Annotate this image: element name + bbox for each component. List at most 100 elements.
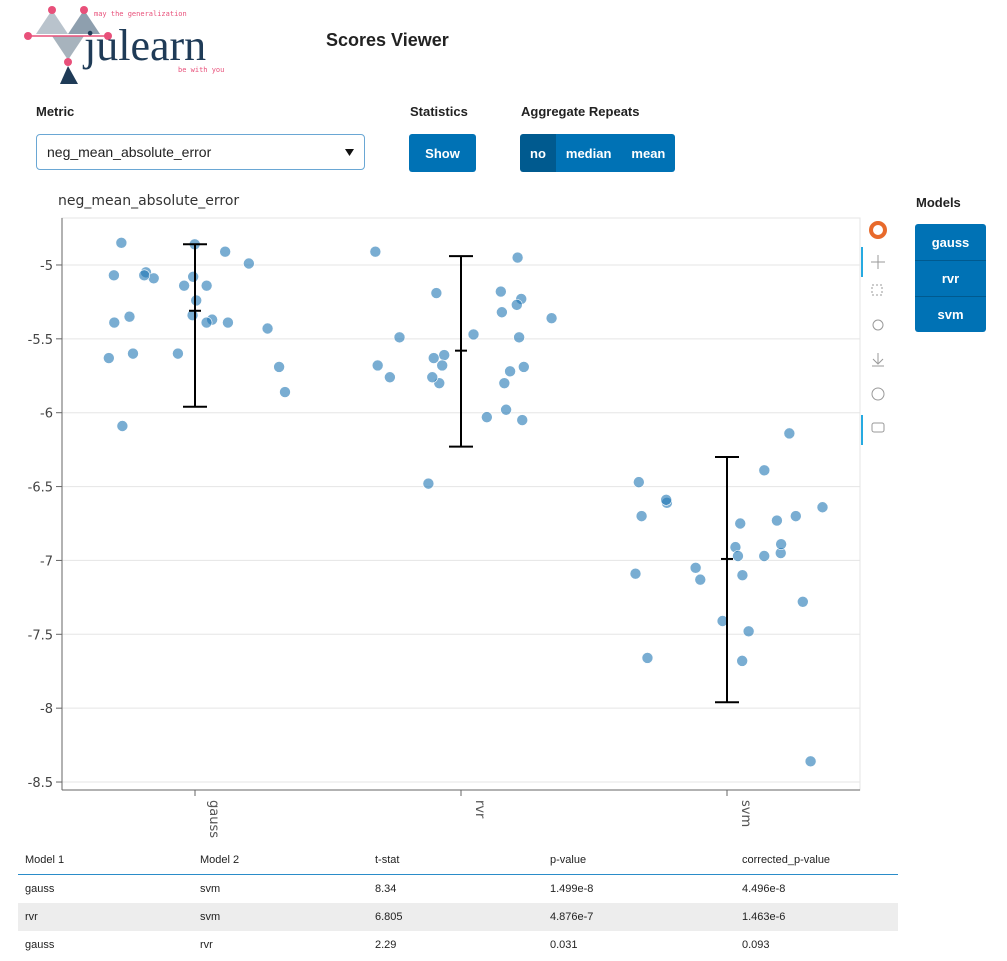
metric-label: Metric (36, 104, 75, 119)
point (438, 349, 450, 361)
y-tick-label: -5.5 (28, 333, 53, 348)
point (660, 494, 672, 506)
point (123, 310, 136, 323)
point (426, 371, 439, 384)
reset-tool[interactable] (871, 387, 885, 401)
point (545, 312, 558, 324)
point (436, 359, 449, 372)
statistics-label: Statistics (410, 104, 468, 119)
point (775, 538, 787, 550)
point (178, 279, 190, 292)
wheel-zoom-tool[interactable] (872, 319, 884, 331)
point (498, 377, 511, 389)
point (467, 328, 480, 341)
metric-select[interactable]: neg_mean_absolute_error (36, 134, 365, 170)
y-tick-label: -6.5 (28, 481, 53, 496)
logo-shape (68, 10, 100, 34)
toolbar (861, 221, 887, 445)
cell: 0.031 (550, 939, 578, 951)
logo-dot (64, 58, 72, 66)
cell: gauss (25, 883, 55, 895)
chart: neg_mean_absolute_error -5 -5.5 -6 -6.5 -7 -7… (28, 193, 887, 838)
dropdown-arrow (345, 149, 354, 156)
point (190, 294, 203, 307)
table-row: rvr svm 6.805 4.876e-7 1.463e-6 (18, 903, 898, 931)
cell: svm (193, 903, 368, 931)
x-tick-label: rvr (472, 800, 487, 819)
pan-tool[interactable] (871, 255, 885, 269)
point (516, 414, 529, 426)
point (261, 322, 274, 335)
column-header: t-stat (368, 846, 543, 875)
legend-entry[interactable]: rvr (915, 260, 986, 296)
point (138, 269, 151, 282)
cell: gauss (25, 939, 55, 951)
point (422, 477, 435, 490)
cell: 2.29 (375, 939, 397, 951)
point (243, 257, 255, 270)
aggregate-option[interactable]: median (555, 134, 622, 172)
logo-shape (36, 10, 68, 34)
y-tick-label: -8.5 (28, 776, 53, 791)
logo-dot (24, 32, 32, 40)
save-tool[interactable] (872, 353, 884, 367)
legend-entry[interactable]: svm (915, 296, 986, 332)
point (500, 403, 512, 416)
point (511, 299, 523, 311)
point (511, 251, 524, 264)
column-header: p-value (543, 846, 735, 875)
logo-tagline: be with you (178, 66, 224, 74)
cell: rvr (18, 903, 193, 931)
point (115, 237, 128, 249)
cell: 4.496e-8 (742, 883, 786, 895)
point (222, 316, 234, 329)
point (732, 550, 744, 562)
hover-tool[interactable] (871, 422, 885, 433)
point (694, 573, 707, 586)
point (172, 347, 184, 360)
point (783, 427, 796, 440)
table-row: gauss svm 8.34 1.499e-8 4.496e-8 (18, 875, 898, 904)
column-header: Model 2 (193, 846, 368, 875)
point (736, 655, 748, 667)
column-header: corrected_p-value (735, 846, 898, 875)
column-header: Model 1 (18, 846, 193, 875)
point (200, 279, 213, 292)
table-header: Model 1 Model 2 t-stat p-value corrected… (18, 846, 898, 875)
point (716, 615, 729, 627)
point (219, 245, 231, 258)
logo-name: julearn (82, 21, 206, 70)
aggregate-option[interactable]: mean (621, 134, 676, 172)
stats-table: Model 1 Model 2 t-stat p-value corrected… (18, 846, 898, 959)
point (495, 285, 507, 298)
aggregate-label: Aggregate Repeats (521, 104, 640, 119)
point (127, 347, 139, 360)
point (758, 550, 771, 562)
point (384, 371, 396, 384)
show-button[interactable]: Show (409, 134, 476, 172)
y-tick-label: -7.5 (28, 628, 53, 643)
aggregate-option[interactable]: no (520, 134, 556, 172)
point (635, 510, 648, 522)
point (273, 361, 285, 373)
point (816, 501, 829, 514)
point (771, 514, 783, 527)
logo-dot (80, 6, 88, 14)
metric-value: neg_mean_absolute_error (47, 144, 212, 160)
chart-title: neg_mean_absolute_error (58, 193, 239, 209)
legend-entry[interactable]: gauss (915, 224, 986, 260)
app-title: Scores Viewer (326, 30, 449, 50)
legend-title: Models (916, 195, 961, 210)
point (427, 352, 440, 364)
x-tick-label: gauss (206, 800, 221, 838)
point (689, 562, 702, 574)
y-tick-label: -8 (40, 702, 53, 717)
box-zoom-tool[interactable] (871, 284, 883, 296)
point (496, 306, 508, 319)
point (108, 269, 120, 282)
point (108, 316, 121, 329)
point (187, 270, 199, 283)
point (629, 567, 642, 580)
